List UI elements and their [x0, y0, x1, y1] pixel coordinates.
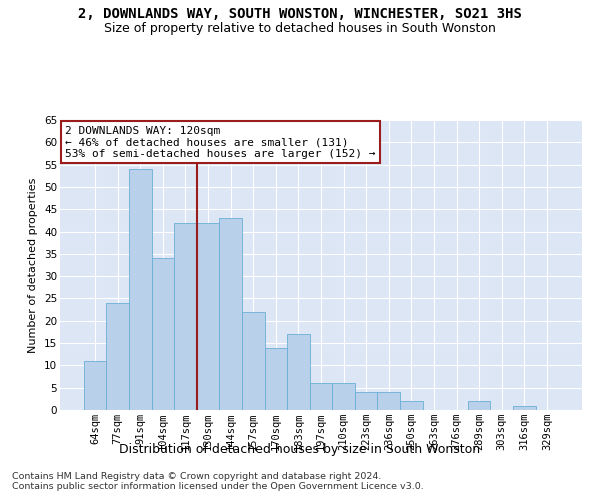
Text: Contains HM Land Registry data © Crown copyright and database right 2024.: Contains HM Land Registry data © Crown c… [12, 472, 382, 481]
Bar [468, 401, 490, 410]
Bar [310, 383, 332, 410]
Bar [265, 348, 287, 410]
Bar [152, 258, 174, 410]
Bar [197, 222, 220, 410]
Bar [220, 218, 242, 410]
Bar [287, 334, 310, 410]
Bar [129, 169, 152, 410]
Text: Size of property relative to detached houses in South Wonston: Size of property relative to detached ho… [104, 22, 496, 35]
Bar [377, 392, 400, 410]
Bar [355, 392, 377, 410]
Bar [332, 383, 355, 410]
Bar [400, 401, 422, 410]
Text: 2, DOWNLANDS WAY, SOUTH WONSTON, WINCHESTER, SO21 3HS: 2, DOWNLANDS WAY, SOUTH WONSTON, WINCHES… [78, 8, 522, 22]
Bar [242, 312, 265, 410]
Bar [106, 303, 129, 410]
Text: 2 DOWNLANDS WAY: 120sqm
← 46% of detached houses are smaller (131)
53% of semi-d: 2 DOWNLANDS WAY: 120sqm ← 46% of detache… [65, 126, 376, 159]
Bar [84, 361, 106, 410]
Text: Contains public sector information licensed under the Open Government Licence v3: Contains public sector information licen… [12, 482, 424, 491]
Text: Distribution of detached houses by size in South Wonston: Distribution of detached houses by size … [119, 442, 481, 456]
Bar [513, 406, 536, 410]
Y-axis label: Number of detached properties: Number of detached properties [28, 178, 38, 352]
Bar [174, 222, 197, 410]
